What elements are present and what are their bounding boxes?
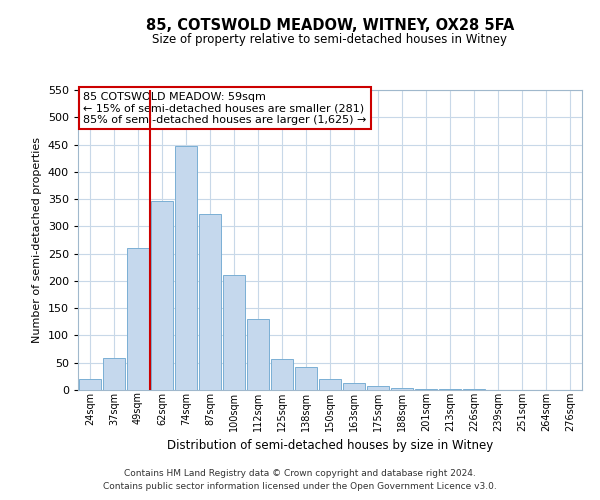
Text: Contains HM Land Registry data © Crown copyright and database right 2024.: Contains HM Land Registry data © Crown c… <box>124 468 476 477</box>
Text: Size of property relative to semi-detached houses in Witney: Size of property relative to semi-detach… <box>152 32 508 46</box>
Bar <box>127 248 149 390</box>
Bar <box>415 389 437 390</box>
Bar <box>391 388 413 390</box>
Bar <box>367 386 389 390</box>
X-axis label: Distribution of semi-detached houses by size in Witney: Distribution of semi-detached houses by … <box>167 439 493 452</box>
Text: Contains public sector information licensed under the Open Government Licence v3: Contains public sector information licen… <box>103 482 497 491</box>
Bar <box>103 358 125 390</box>
Bar <box>343 383 365 390</box>
Bar <box>199 214 221 390</box>
Bar <box>271 359 293 390</box>
Text: 85 COTSWOLD MEADOW: 59sqm
← 15% of semi-detached houses are smaller (281)
85% of: 85 COTSWOLD MEADOW: 59sqm ← 15% of semi-… <box>83 92 367 124</box>
Bar <box>319 379 341 390</box>
Y-axis label: Number of semi-detached properties: Number of semi-detached properties <box>32 137 42 343</box>
Bar <box>151 200 173 390</box>
Bar <box>79 379 101 390</box>
Bar <box>295 367 317 390</box>
Bar <box>247 319 269 390</box>
Bar <box>175 146 197 390</box>
Bar <box>223 276 245 390</box>
Text: 85, COTSWOLD MEADOW, WITNEY, OX28 5FA: 85, COTSWOLD MEADOW, WITNEY, OX28 5FA <box>146 18 514 32</box>
